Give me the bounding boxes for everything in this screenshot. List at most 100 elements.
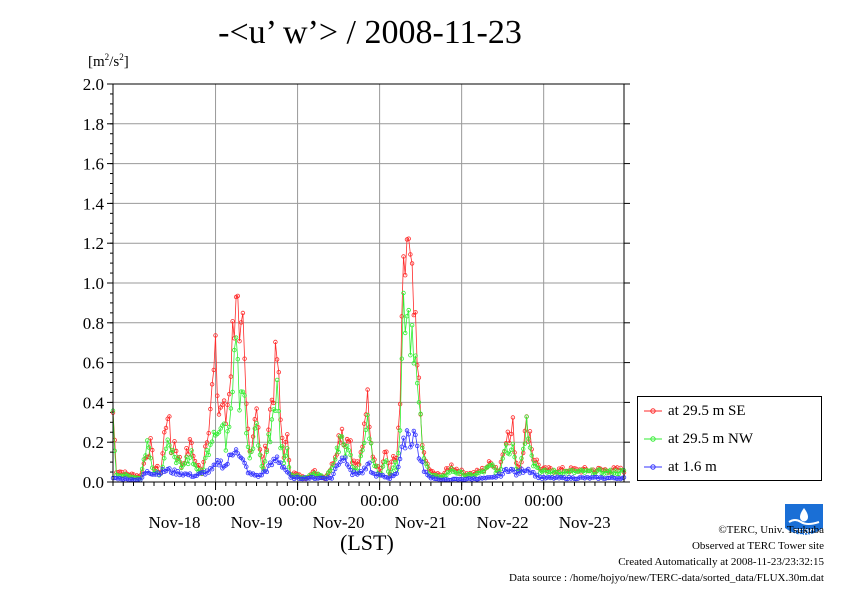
data-point xyxy=(237,408,242,413)
data-point xyxy=(421,450,427,455)
data-point xyxy=(254,421,259,426)
data-point xyxy=(203,472,208,477)
series-0 xyxy=(110,236,627,482)
data-point xyxy=(242,393,247,398)
data-point xyxy=(338,434,343,439)
data-point xyxy=(162,456,167,461)
data-point xyxy=(505,429,510,434)
data-point xyxy=(509,447,514,452)
data-point xyxy=(271,400,276,406)
data-point xyxy=(420,445,425,451)
data-point xyxy=(216,430,222,435)
data-point xyxy=(474,477,480,482)
data-point xyxy=(158,471,164,476)
data-point xyxy=(187,437,193,442)
data-point xyxy=(144,438,150,443)
data-point xyxy=(184,446,189,451)
data-point xyxy=(502,448,507,454)
data-point xyxy=(203,455,208,461)
data-point xyxy=(143,453,148,458)
y-tick-label: 0.0 xyxy=(83,473,104,492)
data-point xyxy=(216,412,222,417)
data-point xyxy=(420,459,425,465)
data-point xyxy=(327,468,333,474)
data-point xyxy=(254,406,259,411)
data-point xyxy=(211,462,216,467)
data-point xyxy=(280,465,285,470)
x-time-label: 00:00 xyxy=(442,491,481,510)
data-point xyxy=(372,463,377,469)
data-point xyxy=(285,446,290,451)
data-point xyxy=(238,320,244,325)
data-point xyxy=(397,428,403,433)
legend-item-se: at 29.5 m SE xyxy=(644,401,746,421)
data-point xyxy=(454,471,459,476)
data-point xyxy=(309,474,314,480)
data-point xyxy=(343,455,348,460)
data-point xyxy=(209,439,215,444)
data-point xyxy=(348,467,353,473)
data-point xyxy=(252,473,257,478)
data-point xyxy=(387,476,393,481)
data-point xyxy=(211,429,216,435)
data-point xyxy=(167,466,172,471)
data-point xyxy=(363,467,369,472)
data-point xyxy=(589,467,594,472)
legend-item-low: at 1.6 m xyxy=(644,457,717,477)
data-point xyxy=(522,468,528,474)
data-point xyxy=(616,471,622,477)
data-point xyxy=(333,466,338,472)
data-point xyxy=(203,444,208,449)
data-point xyxy=(363,427,369,433)
data-point xyxy=(175,469,181,474)
y-tick-label: 0.4 xyxy=(83,393,105,412)
x-time-label: 00:00 xyxy=(360,491,399,510)
data-point xyxy=(563,476,569,482)
data-point xyxy=(596,467,601,472)
data-point xyxy=(274,454,280,459)
data-point xyxy=(252,426,257,431)
data-point xyxy=(529,453,534,458)
data-point xyxy=(415,381,420,386)
logo-text: TERC xyxy=(793,528,815,537)
data-point xyxy=(397,456,403,462)
data-point xyxy=(257,472,263,478)
data-point xyxy=(269,417,275,422)
data-point xyxy=(505,469,510,474)
data-point xyxy=(148,436,153,441)
data-point xyxy=(165,437,170,442)
data-point xyxy=(199,470,205,475)
x-day-label: Nov-21 xyxy=(395,513,447,532)
data-point xyxy=(216,463,222,468)
y-tick-label: 1.6 xyxy=(83,155,104,174)
data-point xyxy=(155,463,160,469)
data-point xyxy=(379,473,384,478)
data-point xyxy=(409,442,415,447)
data-point xyxy=(409,323,415,328)
data-point xyxy=(368,441,374,446)
data-point xyxy=(221,398,227,403)
x-time-label: 00:00 xyxy=(524,491,563,510)
data-point xyxy=(286,465,292,470)
data-point xyxy=(148,456,153,461)
data-point xyxy=(444,473,449,478)
data-point xyxy=(240,457,246,462)
data-point xyxy=(500,456,505,461)
data-point xyxy=(242,356,247,361)
x-day-label: Nov-23 xyxy=(559,513,611,532)
data-point xyxy=(141,461,146,466)
data-point xyxy=(415,363,420,368)
data-point xyxy=(162,430,167,435)
data-point xyxy=(522,441,528,446)
data-point xyxy=(401,435,406,440)
data-point xyxy=(560,465,565,470)
data-point xyxy=(534,457,539,462)
data-point xyxy=(346,464,351,469)
data-point xyxy=(273,339,278,345)
data-point xyxy=(521,446,526,452)
data-point xyxy=(514,473,519,478)
data-point xyxy=(278,417,283,422)
data-point xyxy=(413,310,418,315)
data-point xyxy=(250,434,256,439)
